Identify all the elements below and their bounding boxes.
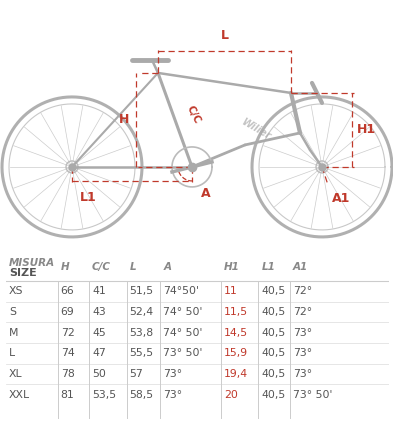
Text: 41: 41 [92,287,106,296]
Text: L: L [220,29,228,42]
Text: H1: H1 [357,123,376,136]
Text: L1: L1 [80,191,97,204]
Text: MISURA: MISURA [9,257,55,268]
Text: 11: 11 [224,287,238,296]
Text: M: M [9,328,18,338]
Text: 73°: 73° [293,369,312,379]
Text: L1: L1 [261,262,275,273]
Text: 14,5: 14,5 [224,328,248,338]
Text: 40,5: 40,5 [261,307,286,317]
Text: 20: 20 [224,390,238,400]
Text: 40,5: 40,5 [261,390,286,400]
Text: 53,8: 53,8 [130,328,154,338]
Text: XXL: XXL [9,390,30,400]
Text: C/C: C/C [92,262,111,273]
Text: 74: 74 [61,348,74,358]
Text: 47: 47 [92,348,106,358]
Text: 73°: 73° [293,348,312,358]
Text: 72°: 72° [293,307,312,317]
Text: 78: 78 [61,369,74,379]
Text: 19,4: 19,4 [224,369,248,379]
Text: 74° 50': 74° 50' [163,328,203,338]
Text: 15,9: 15,9 [224,348,248,358]
Text: H1: H1 [224,262,240,273]
Text: 51,5: 51,5 [130,287,154,296]
Text: S: S [9,307,16,317]
Text: 66: 66 [61,287,74,296]
Text: 40,5: 40,5 [261,369,286,379]
Text: A: A [201,187,211,200]
Text: C/C: C/C [184,104,202,126]
Text: 52,4: 52,4 [130,307,154,317]
Text: 40,5: 40,5 [261,348,286,358]
Text: 43: 43 [92,307,106,317]
Text: 73°: 73° [163,369,182,379]
Text: A1: A1 [332,192,351,205]
Text: 11,5: 11,5 [224,307,248,317]
Text: 58,5: 58,5 [130,390,154,400]
Text: L: L [130,262,136,273]
Text: 40,5: 40,5 [261,328,286,338]
Text: 69: 69 [61,307,74,317]
Text: 73° 50': 73° 50' [163,348,203,358]
Text: 57: 57 [130,369,143,379]
Text: 73° 50': 73° 50' [293,390,332,400]
Text: H: H [61,262,69,273]
Text: A1: A1 [293,262,308,273]
Text: 40,5: 40,5 [261,287,286,296]
Text: 55,5: 55,5 [130,348,154,358]
Text: 53,5: 53,5 [92,390,116,400]
Text: XS: XS [9,287,24,296]
Text: SIZE: SIZE [9,268,37,279]
Text: 81: 81 [61,390,74,400]
Text: L: L [9,348,15,358]
Text: XL: XL [9,369,22,379]
Text: H: H [119,114,129,127]
Text: Wilier: Wilier [240,118,273,142]
Text: 72: 72 [61,328,74,338]
Text: 72°: 72° [293,287,312,296]
Text: 73°: 73° [293,328,312,338]
Text: 74° 50': 74° 50' [163,307,203,317]
Text: 45: 45 [92,328,106,338]
Text: 73°: 73° [163,390,182,400]
Text: A: A [163,262,171,273]
Text: 50: 50 [92,369,106,379]
Text: 74°50': 74°50' [163,287,199,296]
